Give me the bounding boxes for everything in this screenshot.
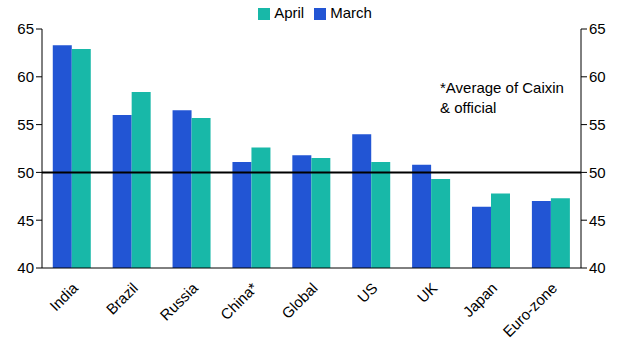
svg-text:50: 50 — [589, 164, 606, 181]
html-text:March: March — [330, 4, 372, 21]
svg-text:Global: Global — [278, 279, 321, 322]
svg-text:55: 55 — [17, 116, 34, 133]
html-text:*Average of Caixin & official: *Average of Caixin & official — [440, 79, 564, 116]
svg-text:40: 40 — [589, 259, 606, 276]
svg-text:45: 45 — [589, 212, 606, 229]
svg-text:Brazil: Brazil — [102, 279, 141, 318]
svg-text:50: 50 — [17, 164, 34, 181]
svg-text:45: 45 — [17, 212, 34, 229]
svg-text:Russia: Russia — [156, 279, 201, 324]
svg-text:55: 55 — [589, 116, 606, 133]
svg-text:Japan: Japan — [459, 279, 500, 320]
svg-text:China*: China* — [217, 279, 261, 323]
svg-text:UK: UK — [414, 279, 441, 306]
html-text:April: April — [274, 4, 305, 21]
svg-text:60: 60 — [17, 68, 34, 85]
svg-text:US: US — [354, 279, 381, 306]
svg-text:India: India — [46, 279, 81, 314]
svg-text:60: 60 — [589, 68, 606, 85]
svg-text:65: 65 — [589, 20, 606, 37]
svg-text:40: 40 — [17, 259, 34, 276]
svg-text:65: 65 — [17, 20, 34, 37]
svg-text:Euro-zone: Euro-zone — [499, 279, 560, 340]
